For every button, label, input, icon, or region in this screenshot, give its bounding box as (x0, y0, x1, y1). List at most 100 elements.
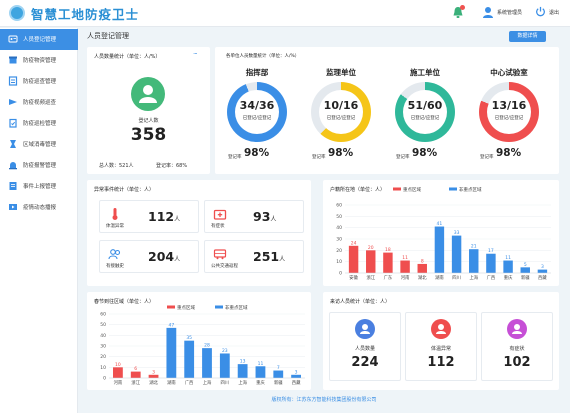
registered-person-icon (131, 77, 165, 111)
more-options-icon[interactable]: ··· (193, 50, 198, 58)
sidebar-item-supplies[interactable]: 防疫物资管理 (0, 50, 78, 71)
sidebar-item-label: 疫情动态播报 (23, 205, 57, 211)
x-tick-label: 重庆 (504, 274, 513, 281)
abnormal-events-panel: 异常事件统计（单位：人） 体温异常 112人 有症状 93人 有接触史 204人… (87, 180, 311, 286)
power-icon[interactable] (535, 6, 546, 17)
ring-inner (403, 90, 447, 134)
bar (469, 249, 479, 273)
bar-data-label: 11 (505, 255, 511, 261)
data-detail-button[interactable]: 数据详情 (509, 31, 546, 42)
org-name: 监理单位 (326, 68, 356, 77)
ring-inner (235, 90, 279, 134)
sidebar-item-event-report[interactable]: 事件上报管理 (0, 176, 78, 197)
x-tick-label: 四川 (452, 275, 461, 281)
org-ring-sub: 已登记/应登记 (242, 116, 272, 121)
visitor-value: 224 (351, 355, 379, 370)
bar (237, 364, 248, 378)
sidebar-item-label: 防疫巡检管理 (23, 121, 57, 127)
y-tick-label: 40 (336, 225, 342, 231)
bar-data-label: 20 (368, 245, 374, 251)
org-ring-value: 51/60 (407, 99, 443, 112)
sidebar: 人员登记管理 防疫物资管理 防疫巡查管理 防疫视频巡查 防疫巡检管理 区域消毒管… (0, 28, 78, 413)
sidebar-item-video-patrol[interactable]: 防疫视频巡查 (0, 92, 78, 113)
legend-swatch (167, 305, 175, 309)
x-tick-label: 河南 (401, 274, 410, 281)
bar (202, 348, 212, 378)
legend-swatch (393, 187, 401, 191)
x-tick-label: 四川 (221, 380, 230, 386)
org-ring-sub: 已登记/应登记 (494, 116, 524, 121)
sidebar-item-label: 防疫巡查管理 (23, 79, 57, 85)
org-progress-ring (479, 82, 539, 142)
bar (184, 340, 195, 378)
bar (273, 370, 284, 378)
visitor-label: 体温异常 (430, 346, 451, 352)
y-tick-label: 20 (336, 248, 342, 254)
org-rate-label: 登记率 (228, 155, 242, 160)
stat-card-symptoms: 有症状 93人 (204, 200, 304, 233)
video-icon (9, 99, 17, 105)
user-icon[interactable] (482, 6, 494, 19)
bar-data-label: 10 (115, 362, 121, 368)
stat-value: 251人 (253, 249, 286, 264)
sidebar-item-alarm[interactable]: 防疫报警管理 (0, 155, 78, 176)
registered-value: 358 (130, 125, 167, 145)
bar-data-label: 18 (385, 247, 391, 253)
org-ring-value: 34/36 (239, 99, 275, 112)
bus-icon (213, 249, 227, 260)
footer-copyright: 版权所有：江苏东方智能科技集团股份有限公司 (271, 397, 377, 403)
stat-value: 112人 (148, 209, 181, 224)
panel-title: 来访人员统计（单位：人） (330, 299, 391, 305)
x-tick-label: 广西 (487, 274, 496, 281)
org-rate-label: 登记率 (396, 155, 410, 160)
visitor-card-symptoms (481, 312, 553, 381)
logout-link[interactable]: 退出 (549, 10, 560, 16)
stat-label: 公共交通返程 (211, 264, 238, 269)
ring-inner (319, 90, 363, 134)
sidebar-item-broadcast[interactable]: 疫情动态播报 (0, 197, 78, 218)
broadcast-icon (9, 204, 17, 210)
org-ring-value: 10/16 (323, 99, 359, 112)
sidebar-item-patrol[interactable]: 防疫巡查管理 (0, 71, 78, 92)
box-icon (9, 56, 17, 64)
stat-value: 93人 (253, 209, 277, 224)
x-tick-label: 西藏 (538, 274, 547, 281)
stat-card-temperature: 体温异常 112人 (99, 200, 199, 233)
bar-data-label: 7 (277, 365, 280, 371)
registered-label: 登记人数 (138, 118, 159, 124)
thermometer-icon (431, 319, 451, 339)
visitor-label: 有症状 (509, 346, 525, 352)
visitor-card-count (329, 312, 401, 381)
y-tick-label: 30 (336, 237, 342, 243)
bar-data-label: 3 (295, 369, 298, 375)
x-tick-label: 湖北 (149, 379, 158, 386)
stat-label: 体温异常 (106, 224, 124, 229)
notification-dot (460, 5, 465, 10)
medical-kit-icon (213, 209, 227, 220)
checklist-icon (8, 76, 18, 86)
sidebar-item-person-registration[interactable]: 人员登记管理 (0, 29, 78, 50)
hometown-bar-chart: 0 10 20 30 40 50 60 重点区域 非重点区域 24 安徽 20 浙江 18 广东 11 河南 8 湖… (336, 186, 551, 281)
hometown-chart-panel: 户籍所在地（单位：人） 0 10 20 30 40 50 60 重点区域 非重点区域 24 安徽 20… (323, 180, 559, 286)
festival-bar-chart: 0 10 20 30 40 50 60 重点区域 非重点区域 10 河南 6 浙江 3 湖北 47 湖南 35 广西… (100, 304, 305, 386)
sidebar-item-label: 事件上报管理 (23, 184, 57, 190)
legend-swatch (215, 305, 223, 309)
visitor-value: 112 (427, 355, 455, 370)
org-progress-ring (395, 82, 455, 142)
y-tick-label: 0 (339, 271, 342, 277)
org-stats-panel: 各单位人员数量统计（单位：人/%） 指挥部 34/36 已登记/应登记 登记率 98% 监… (215, 47, 559, 174)
bar (219, 353, 230, 378)
visitor-card-temperature (405, 312, 477, 381)
org-rate-label: 登记率 (480, 155, 494, 160)
user-name[interactable]: 系统管理员 (497, 10, 523, 16)
festival-chart-panel: 春节到往区域（单位：人） 0 10 20 30 40 50 60 重点区域 非重点区域 10 河南 6… (87, 292, 311, 390)
bar-data-label: 6 (134, 366, 137, 372)
y-tick-label: 50 (100, 322, 106, 328)
bar-data-label: 41 (437, 221, 443, 227)
bar (417, 263, 427, 273)
y-tick-label: 10 (336, 259, 342, 265)
sidebar-item-inspection[interactable]: 防疫巡检管理 (0, 113, 78, 134)
sidebar-item-disinfection[interactable]: 区域消毒管理 (0, 134, 78, 155)
x-tick-label: 浙江 (366, 274, 375, 281)
org-rate-label: 登记率 (312, 155, 326, 160)
